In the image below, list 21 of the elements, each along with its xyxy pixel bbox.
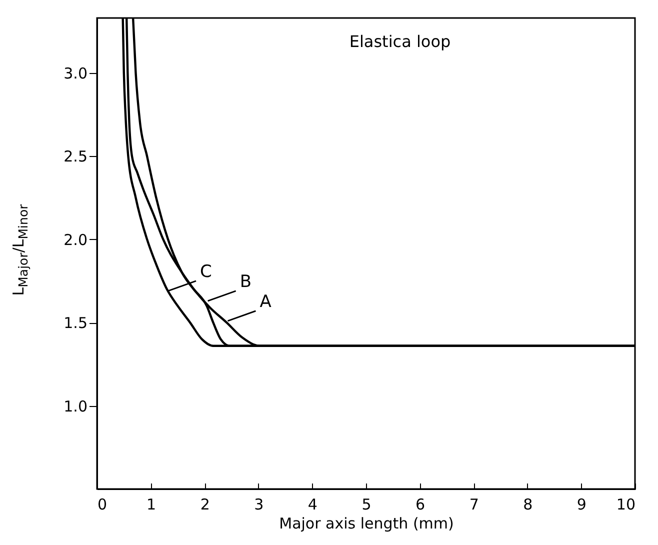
y-tick-label: 3.0 — [64, 64, 88, 82]
x-tick-label: 9 — [576, 496, 586, 514]
x-tick-label: 4 — [308, 496, 318, 514]
y-tick-label: 1.5 — [64, 314, 88, 332]
x-tick-label: 6 — [416, 496, 426, 514]
x-axis-title: Major axis length (mm) — [279, 514, 454, 532]
text: Elastica loop — [349, 32, 451, 51]
annotation: C — [200, 262, 212, 282]
x-tick-label: 7 — [469, 496, 479, 514]
x-tick-label: 1 — [146, 496, 156, 514]
annotation: B — [240, 272, 252, 292]
y-tick-label: 2.0 — [64, 230, 88, 249]
y-tick-label: 2.5 — [64, 148, 88, 166]
x-tick-label: 3 — [254, 496, 264, 514]
x-tick-label: 2 — [200, 496, 210, 514]
x-tick-label: 8 — [523, 496, 533, 514]
x-tick-label: 0 — [98, 496, 108, 514]
x-tick-label: 10 — [616, 496, 636, 514]
annotation: A — [260, 292, 272, 312]
x-tick-label: 5 — [362, 496, 372, 514]
y-tick-label: 1.0 — [64, 397, 88, 416]
